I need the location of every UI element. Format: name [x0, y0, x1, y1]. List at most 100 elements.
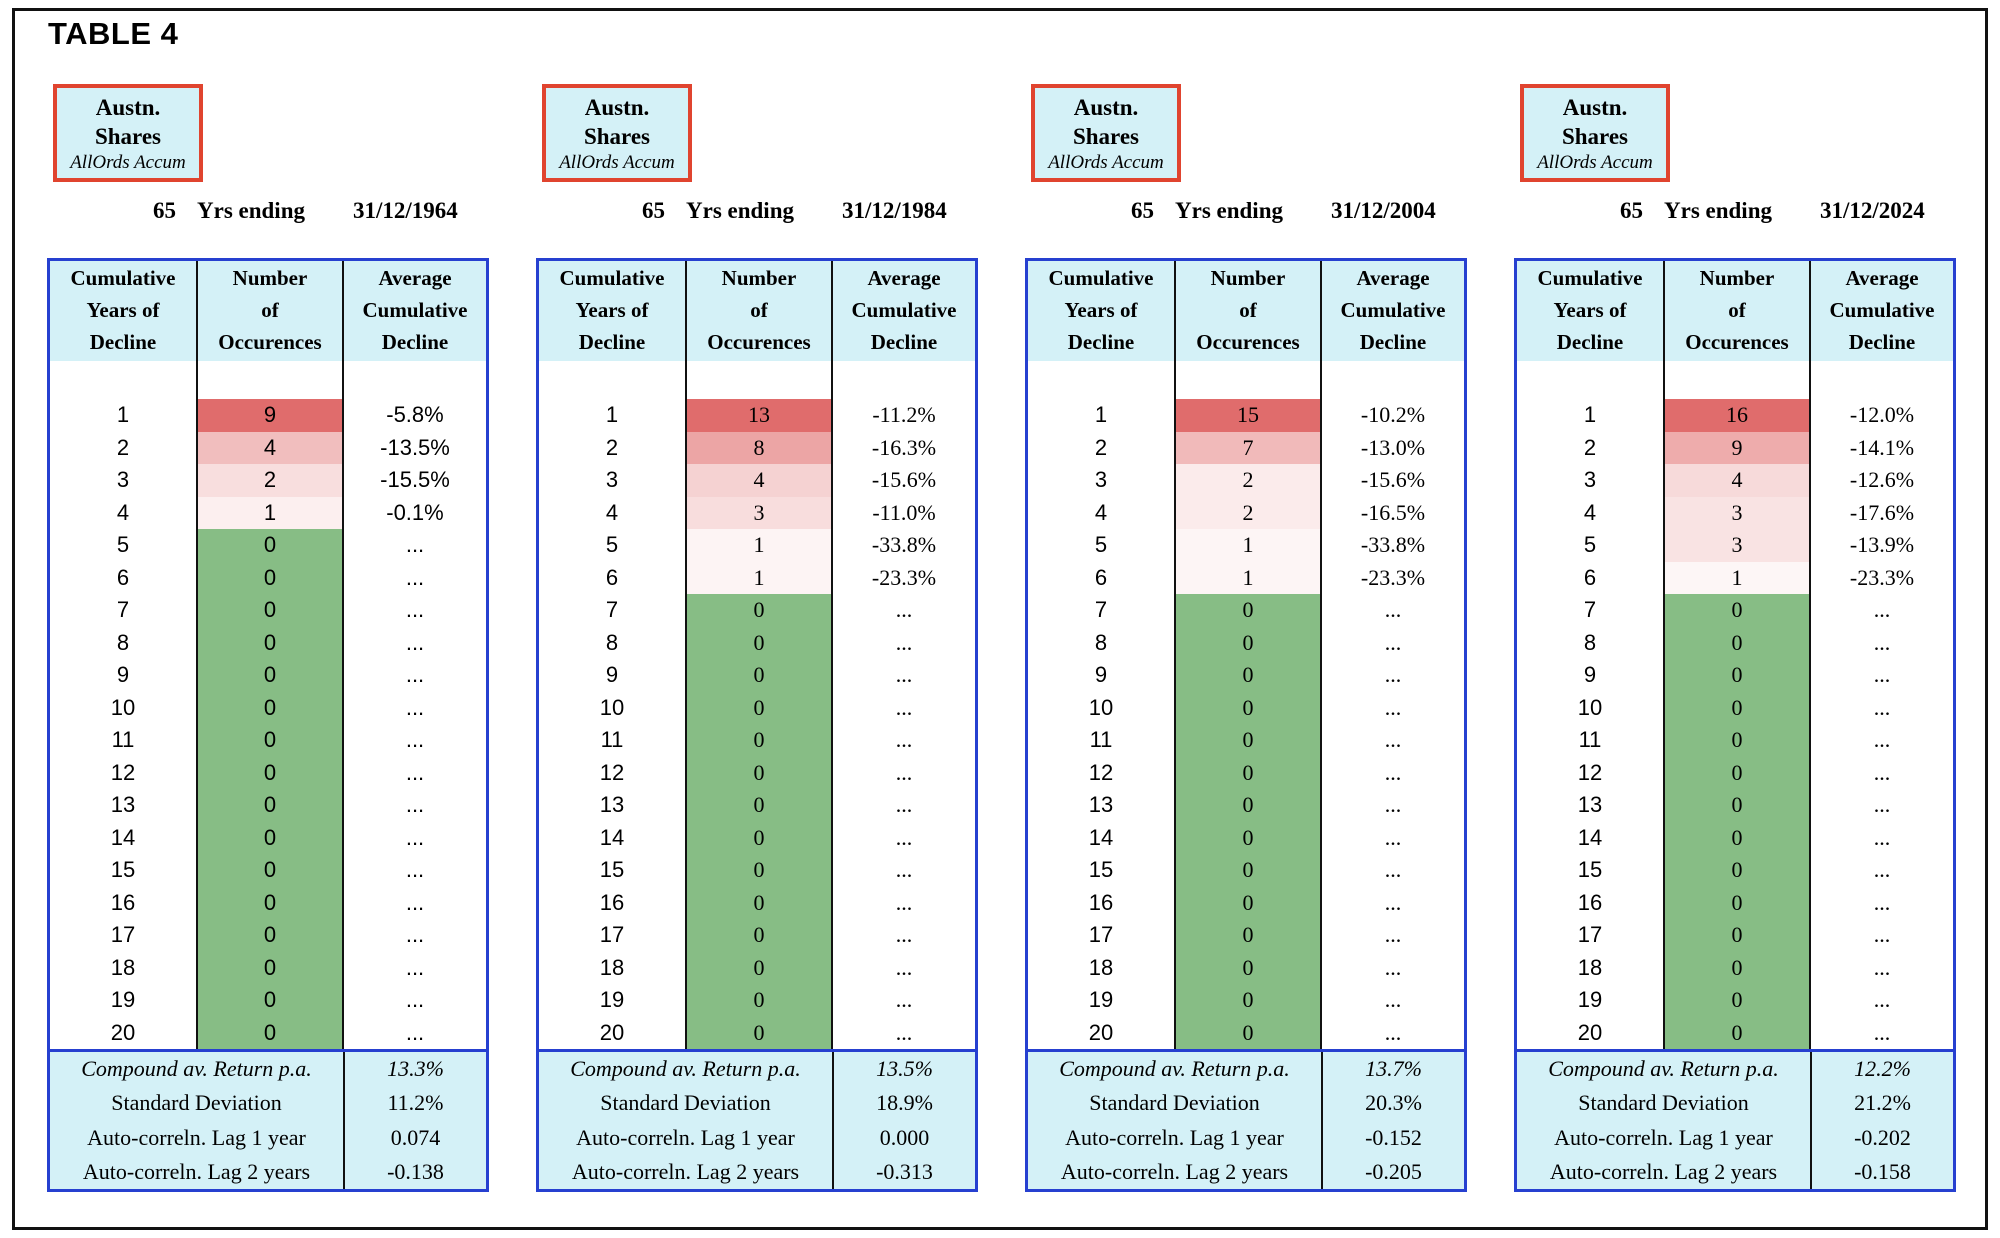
occurrence-cell: 0 [198, 821, 342, 854]
year-cell: 17 [1577, 922, 1603, 948]
decline-cell: ... [405, 532, 425, 558]
year-cell: 2 [1583, 434, 1597, 460]
year-cell: 1 [1094, 402, 1108, 428]
header-line: Cumulative [70, 266, 176, 290]
year-cell: 12 [110, 759, 136, 785]
occurrence-cell: 3 [1665, 496, 1809, 529]
header-line: Occurences [1196, 330, 1300, 354]
decline-cell: ... [1873, 1019, 1891, 1045]
year-cell: 4 [116, 499, 130, 525]
header-line: Number [721, 266, 797, 290]
occurrence-cell: 13 [687, 399, 831, 432]
decline-cell: -11.2% [872, 402, 936, 428]
decline-cell: ... [1384, 597, 1402, 623]
year-cell: 14 [110, 824, 136, 850]
summary-label: Auto-correln. Lag 2 years [50, 1154, 345, 1189]
summary-box: Compound av. Return p.a. 13.5% Standard De… [536, 1049, 978, 1192]
decline-cell: -15.6% [871, 467, 937, 493]
period-years: 65 [153, 198, 176, 223]
summary-label: Standard Deviation [1028, 1086, 1323, 1121]
year-cell: 4 [1583, 499, 1597, 525]
year-cell: 8 [1094, 629, 1108, 655]
year-cell: 14 [1088, 824, 1114, 850]
period-panel: Austn. Shares AllOrds Accum 65 Yrs endin… [47, 0, 489, 1238]
page-title: TABLE 4 [48, 16, 179, 51]
occurrence-cell: 1 [687, 561, 831, 594]
year-cell: 7 [605, 597, 619, 623]
summary-row: Standard Deviation 18.9% [539, 1086, 975, 1121]
asset-name-line2: Shares [1072, 124, 1140, 149]
decline-table: Cumulative Years of Decline 1 2 3 4 5 6 7 8 9 10 1… [536, 258, 978, 1052]
year-cell: 1 [116, 402, 130, 428]
header-occurrences: Number of Occurences [1176, 261, 1320, 361]
year-cell: 10 [110, 694, 136, 720]
year-cell: 20 [599, 1019, 625, 1045]
column-occurrences: Number of Occurences 15 7 2 2 1 1 0 0 0 0 0 0 0 0 0 0 0 0… [1176, 261, 1322, 1049]
occurrence-cell: 0 [1665, 854, 1809, 887]
decline-cell: -23.3% [1849, 564, 1915, 590]
year-cell: 5 [116, 532, 130, 558]
column-average-decline: Average Cumulative Decline -12.0% -14.1% -… [1811, 261, 1953, 1049]
decline-table: Cumulative Years of Decline 1 2 3 4 5 6 7 8 9 10 1… [47, 258, 489, 1052]
occurrence-cell: 0 [687, 854, 831, 887]
year-cell: 12 [1577, 759, 1603, 785]
header-line: Number [232, 266, 308, 290]
spacer-row [1322, 361, 1464, 399]
decline-cell: ... [1873, 694, 1891, 720]
decline-cell: ... [405, 727, 425, 753]
spacer-row [1028, 361, 1174, 399]
occurrence-cell: 0 [1665, 691, 1809, 724]
year-cell: 17 [599, 922, 625, 948]
year-cell: 16 [599, 889, 625, 915]
occurrence-cell: 0 [687, 789, 831, 822]
year-cell: 15 [599, 857, 625, 883]
year-cell: 2 [605, 434, 619, 460]
header-line: Occurences [218, 330, 322, 354]
summary-label: Standard Deviation [539, 1086, 834, 1121]
decline-cell: -13.5% [380, 434, 450, 460]
decline-cell: ... [1384, 922, 1402, 948]
occurrence-cell: 0 [687, 984, 831, 1017]
summary-value: 11.2% [387, 1090, 444, 1116]
header-line: Cumulative [559, 266, 665, 290]
year-cell: 13 [1088, 792, 1114, 818]
header-line: Average [867, 266, 941, 290]
decline-cell: ... [1384, 857, 1402, 883]
occurrence-cell: 0 [1176, 691, 1320, 724]
decline-table: Cumulative Years of Decline 1 2 3 4 5 6 7 8 9 10 1… [1514, 258, 1956, 1052]
year-cell: 13 [110, 792, 136, 818]
year-cell: 12 [599, 759, 625, 785]
header-line: Average [378, 266, 452, 290]
asset-index-label: AllOrds Accum [1537, 152, 1653, 173]
summary-value: -0.158 [1854, 1158, 1911, 1184]
year-cell: 2 [1094, 434, 1108, 460]
decline-cell: ... [895, 597, 913, 623]
decline-cell: ... [895, 857, 913, 883]
asset-index-label: AllOrds Accum [559, 152, 675, 173]
period-end-date: 31/12/2024 [1820, 198, 1925, 223]
year-cell: 3 [1583, 467, 1597, 493]
year-cell: 7 [1583, 597, 1597, 623]
header-line: Number [1699, 266, 1775, 290]
header-line: Average [1356, 266, 1430, 290]
occurrence-cell: 4 [198, 431, 342, 464]
summary-value: -0.152 [1365, 1124, 1422, 1150]
header-line: Decline [1067, 330, 1135, 354]
period-label: Yrs ending [1175, 198, 1283, 223]
header-average-decline: Average Cumulative Decline [1322, 261, 1464, 361]
year-cell: 10 [1577, 694, 1603, 720]
decline-cell: -0.1% [386, 499, 444, 525]
decline-cell: -13.0% [1360, 434, 1426, 460]
header-cumulative-years: Cumulative Years of Decline [1517, 261, 1663, 361]
summary-label: Compound av. Return p.a. [50, 1052, 345, 1087]
year-cell: 19 [110, 987, 136, 1013]
occurrence-cell: 0 [1176, 724, 1320, 757]
occurrence-cell: 0 [1176, 626, 1320, 659]
decline-cell: -17.6% [1849, 499, 1915, 525]
occurrence-cell: 0 [687, 951, 831, 984]
header-line: Years of [86, 298, 160, 322]
occurrence-cell: 0 [198, 886, 342, 919]
year-cell: 10 [1088, 694, 1114, 720]
occurrence-cell: 4 [687, 464, 831, 497]
occurrence-cell: 0 [687, 724, 831, 757]
